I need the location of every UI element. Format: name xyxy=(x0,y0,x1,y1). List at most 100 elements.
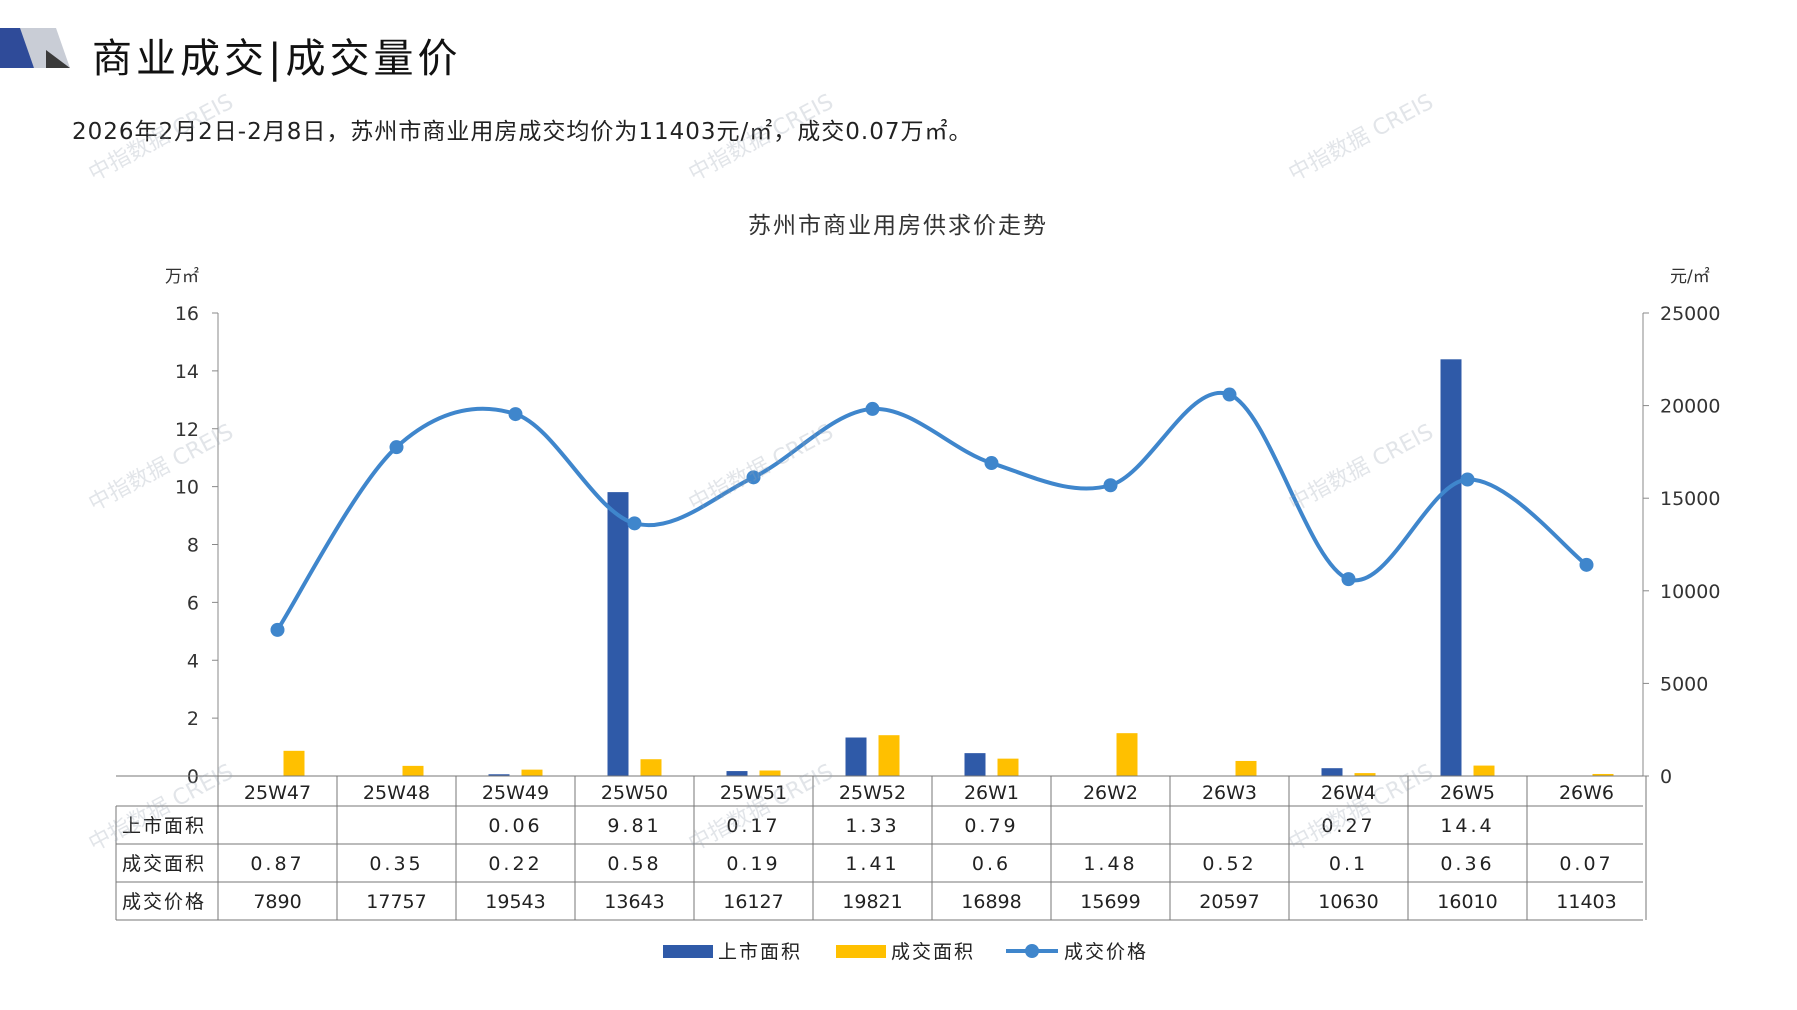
legend-label-price: 成交价格 xyxy=(1064,941,1148,963)
table-row-header: 上市面积 xyxy=(122,815,206,837)
price-point xyxy=(1222,387,1237,402)
section-header: 商业成交|成交量价 xyxy=(0,22,900,82)
table-cell-value: 20597 xyxy=(1199,891,1259,913)
bar-deal-area xyxy=(521,769,543,776)
table-cell-value: 17757 xyxy=(366,891,426,913)
summary-text: 2026年2月2日-2月8日，苏州市商业用房成交均价为11403元/㎡，成交0.… xyxy=(72,119,973,145)
bar-deal-area xyxy=(283,750,305,776)
table-cell-value: 1.48 xyxy=(1083,853,1137,875)
left-axis-tick-label: 10 xyxy=(175,477,199,499)
right-axis-tick-label: 25000 xyxy=(1660,303,1720,325)
table-cell-value: 14.4 xyxy=(1440,815,1494,837)
table-cell-value: 0.17 xyxy=(726,815,780,837)
table-cell-value: 0.1 xyxy=(1329,853,1368,875)
legend-swatch-supply xyxy=(663,945,713,958)
price-point xyxy=(1460,472,1475,487)
x-category-label: 25W47 xyxy=(244,782,311,804)
left-axis-tick-label: 0 xyxy=(187,766,199,788)
bar-supply xyxy=(726,771,748,776)
bar-deal-area xyxy=(1116,733,1138,776)
table-cell-value: 11403 xyxy=(1556,891,1616,913)
table-cell-value: 10630 xyxy=(1318,891,1378,913)
table-cell-value: 15699 xyxy=(1080,891,1140,913)
x-category-label: 25W48 xyxy=(363,782,430,804)
bar-deal-area xyxy=(1592,773,1614,776)
x-category-label: 26W1 xyxy=(964,782,1019,804)
price-point xyxy=(984,456,999,471)
table-cell-value: 0.36 xyxy=(1440,853,1494,875)
table-cell-value: 1.33 xyxy=(845,815,899,837)
right-axis-tick-label: 15000 xyxy=(1660,488,1720,510)
table-cell-value: 0.79 xyxy=(964,815,1018,837)
table-cell-value: 0.27 xyxy=(1321,815,1375,837)
table-cell-value: 16898 xyxy=(961,891,1021,913)
bar-deal-area xyxy=(402,765,424,776)
price-point xyxy=(270,622,285,637)
left-axis-tick-label: 2 xyxy=(187,708,199,730)
table-row-header: 成交面积 xyxy=(122,853,206,875)
left-axis-tick-label: 12 xyxy=(175,419,199,441)
x-category-label: 26W3 xyxy=(1202,782,1257,804)
bar-supply xyxy=(607,492,629,776)
right-axis-tick-label: 0 xyxy=(1660,766,1672,788)
left-axis-unit: 万㎡ xyxy=(165,267,199,287)
table-cell-value: 0.87 xyxy=(250,853,304,875)
table-cell-value: 1.41 xyxy=(845,853,899,875)
legend-marker-price xyxy=(1025,944,1039,958)
left-axis-tick-label: 4 xyxy=(187,650,199,672)
bar-supply xyxy=(488,774,510,776)
price-point xyxy=(746,470,761,485)
x-category-label: 25W51 xyxy=(720,782,787,804)
table-cell-value: 0.06 xyxy=(488,815,542,837)
bar-supply xyxy=(1321,768,1343,776)
right-axis-tick-label: 10000 xyxy=(1660,581,1720,603)
table-cell-value: 0.22 xyxy=(488,853,542,875)
bar-deal-area xyxy=(997,758,1019,776)
table-row-header: 成交价格 xyxy=(122,891,206,913)
table-cell-value: 0.19 xyxy=(726,853,780,875)
legend-label-supply: 上市面积 xyxy=(718,941,802,963)
price-point xyxy=(389,440,404,455)
right-axis-tick-label: 20000 xyxy=(1660,396,1720,418)
table-cell-value: 0.6 xyxy=(972,853,1011,875)
x-category-label: 25W52 xyxy=(839,782,906,804)
table-cell-value: 16127 xyxy=(723,891,783,913)
left-axis-tick-label: 6 xyxy=(187,592,199,614)
chart-title: 苏州市商业用房供求价走势 xyxy=(748,213,1048,239)
x-category-label: 26W2 xyxy=(1083,782,1138,804)
bar-supply xyxy=(1440,359,1462,776)
right-axis-tick-label: 5000 xyxy=(1660,673,1708,695)
x-category-label: 26W4 xyxy=(1321,782,1376,804)
bar-supply xyxy=(964,753,986,776)
legend-label-deal-area: 成交面积 xyxy=(891,941,975,963)
bar-deal-area xyxy=(878,735,900,776)
bar-deal-area xyxy=(1473,765,1495,776)
bar-deal-area xyxy=(759,770,781,776)
left-axis-tick-label: 16 xyxy=(175,303,199,325)
left-axis-tick-label: 14 xyxy=(175,361,199,383)
bar-deal-area xyxy=(1235,760,1257,776)
table-cell-value: 7890 xyxy=(253,891,301,913)
table-cell-value: 19821 xyxy=(842,891,902,913)
table-cell-value: 0.35 xyxy=(369,853,423,875)
price-line xyxy=(275,390,1588,631)
x-category-label: 26W6 xyxy=(1559,782,1614,804)
bar-supply xyxy=(845,737,867,776)
table-cell-value: 16010 xyxy=(1437,891,1497,913)
table-cell-value: 13643 xyxy=(604,891,664,913)
table-cell-value: 9.81 xyxy=(607,815,661,837)
price-point xyxy=(1579,557,1594,572)
x-category-label: 25W49 xyxy=(482,782,549,804)
left-axis-tick-label: 8 xyxy=(187,535,199,557)
price-point xyxy=(1341,572,1356,587)
bar-deal-area xyxy=(1354,773,1376,776)
table-cell-value: 0.52 xyxy=(1202,853,1256,875)
price-point xyxy=(508,407,523,422)
table-cell-value: 0.07 xyxy=(1559,853,1613,875)
table-cell-value: 19543 xyxy=(485,891,545,913)
x-category-label: 25W50 xyxy=(601,782,668,804)
table-cell-value: 0.58 xyxy=(607,853,661,875)
header-logo-shape xyxy=(0,28,70,68)
price-point xyxy=(865,401,880,416)
